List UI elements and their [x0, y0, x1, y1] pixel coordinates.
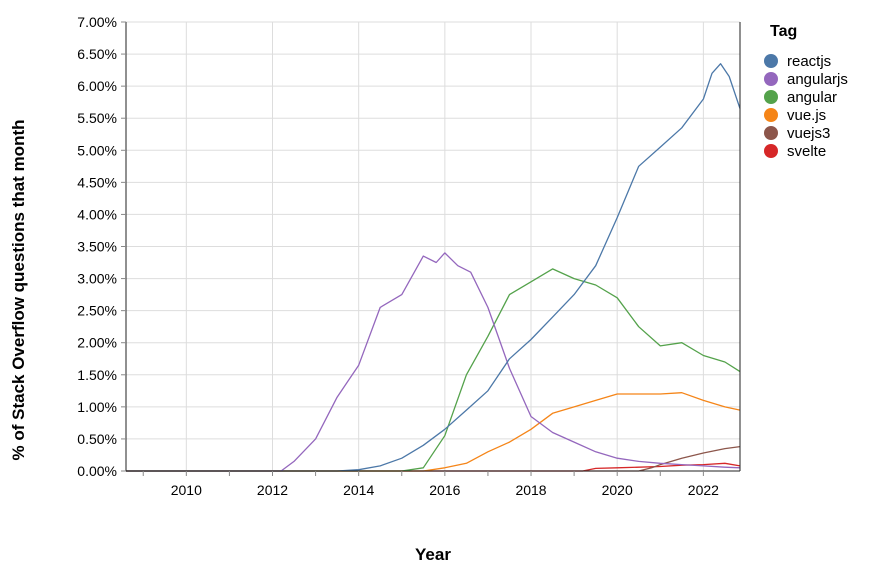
- y-tick-label: 5.00%: [77, 142, 117, 158]
- legend-label: angularjs: [787, 71, 848, 88]
- legend-swatch: [764, 54, 778, 68]
- legend-swatch: [764, 126, 778, 140]
- x-tick-label: 2022: [688, 482, 719, 498]
- y-tick-label: 7.00%: [77, 14, 117, 30]
- y-tick-label: 1.50%: [77, 367, 117, 383]
- series-line-svelte: [126, 462, 741, 472]
- series-line-reactjs: [126, 63, 741, 472]
- y-tick-label: 4.50%: [77, 174, 117, 190]
- legend-label: angular: [787, 89, 837, 106]
- series-lines: [126, 63, 741, 472]
- legend-swatch: [764, 108, 778, 122]
- x-tick-label: 2018: [515, 482, 546, 498]
- y-tick-label: 2.50%: [77, 303, 117, 319]
- y-tick-label: 0.00%: [77, 463, 117, 479]
- legend-swatch: [764, 72, 778, 86]
- y-axis-ticks: 0.00% 0.50% 1.00% 1.50% 2.00% 2.50% 3.00% 3.50%…: [77, 14, 126, 479]
- y-tick-label: 6.50%: [77, 46, 117, 62]
- legend-title: Tag: [770, 23, 797, 40]
- y-tick-label: 6.00%: [77, 78, 117, 94]
- y-tick-label: 1.00%: [77, 399, 117, 415]
- y-tick-label: 2.00%: [77, 335, 117, 351]
- x-tick-label: 2016: [429, 482, 460, 498]
- series-line-vue-js: [126, 392, 741, 472]
- y-tick-label: 3.50%: [77, 239, 117, 255]
- x-tick-label: 2012: [257, 482, 288, 498]
- legend-swatch: [764, 144, 778, 158]
- x-tick-label: 2014: [343, 482, 374, 498]
- x-axis-ticks: 2010 2012 2014 2016 2018 2020 2022: [142, 471, 719, 498]
- legend: Tag reactjsangularjsangularvue.jsvuejs3s…: [764, 23, 848, 160]
- x-tick-label: 2020: [602, 482, 633, 498]
- legend-label: vuejs3: [787, 125, 830, 142]
- legend-label: vue.js: [787, 107, 826, 124]
- x-tick-label: 2010: [171, 482, 202, 498]
- y-tick-label: 4.00%: [77, 206, 117, 222]
- y-tick-label: 5.50%: [77, 110, 117, 126]
- legend-swatch: [764, 90, 778, 104]
- legend-label: svelte: [787, 143, 826, 160]
- series-line-vuejs3: [126, 445, 741, 472]
- x-axis-title: Year: [415, 545, 451, 564]
- legend-label: reactjs: [787, 53, 831, 70]
- y-tick-label: 3.00%: [77, 271, 117, 287]
- y-axis-title: % of Stack Overflow questions that month: [9, 120, 28, 461]
- y-tick-label: 0.50%: [77, 431, 117, 447]
- series-line-angularjs: [126, 252, 741, 472]
- series-line-angular: [126, 268, 741, 472]
- grid-lines: [126, 21, 740, 472]
